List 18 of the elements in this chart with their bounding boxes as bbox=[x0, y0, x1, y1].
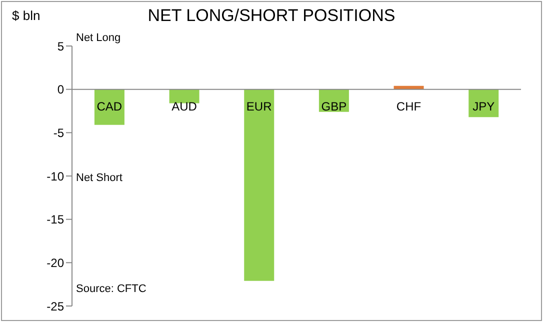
x-tick-label: CHF bbox=[396, 100, 422, 114]
y-tick-label: -20 bbox=[46, 256, 64, 270]
y-tick-label: -5 bbox=[53, 126, 64, 140]
text: Net Long bbox=[76, 32, 121, 44]
x-tick-label: EUR bbox=[246, 100, 272, 114]
y-tick-label: -15 bbox=[46, 212, 64, 227]
y-tick-label: -25 bbox=[46, 299, 64, 314]
chart-title: NET LONG/SHORT POSITIONS bbox=[148, 6, 396, 25]
y-axis-title: $ bln bbox=[12, 8, 40, 23]
y-tick-label: -10 bbox=[46, 169, 64, 184]
x-tick-label: CAD bbox=[96, 100, 122, 114]
y-tick-label: 0 bbox=[57, 82, 64, 97]
y-tick-label: 5 bbox=[57, 39, 64, 54]
annotation: Net Short bbox=[76, 172, 122, 184]
x-tick-label: AUD bbox=[172, 100, 198, 114]
x-tick-label: JPY bbox=[472, 100, 495, 114]
annotation: Source: CFTC bbox=[76, 283, 146, 295]
x-tick-label: GBP bbox=[321, 100, 347, 114]
